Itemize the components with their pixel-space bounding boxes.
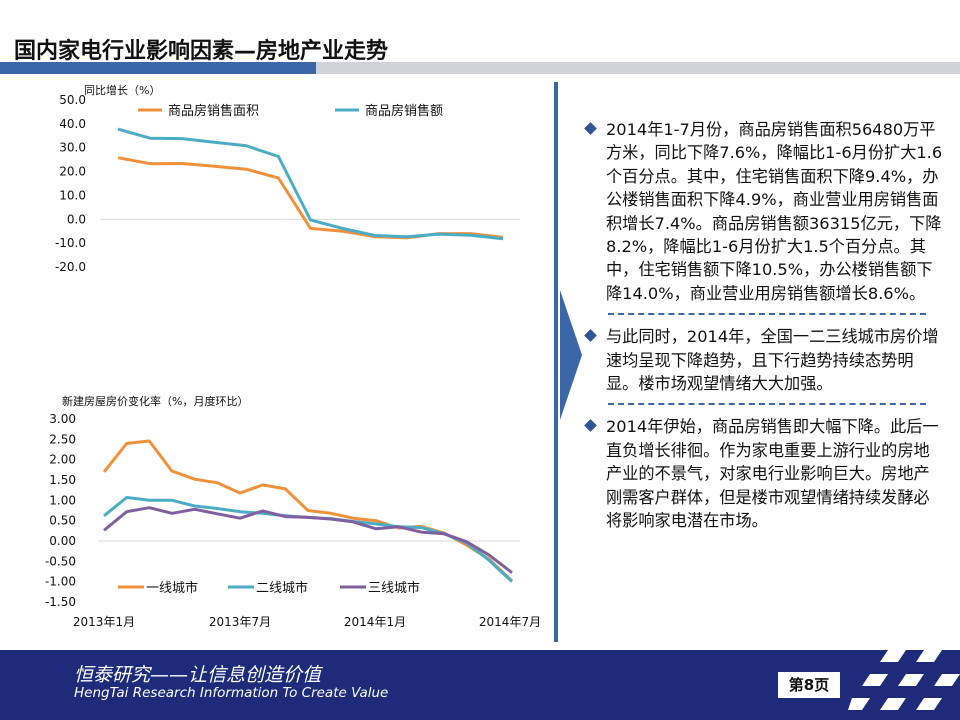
x-tick-label: 2013年7月 xyxy=(209,615,271,629)
diamond-bullet-icon xyxy=(584,329,597,343)
y-tick-label: -10.0 xyxy=(55,236,86,250)
y-tick-label: 0.50 xyxy=(49,514,76,528)
diamond-bullet-icon xyxy=(584,419,597,433)
vertical-divider xyxy=(554,82,558,642)
y-tick-label: 50.0 xyxy=(59,93,86,107)
x-tick-label: 2014年7月 xyxy=(479,615,541,629)
x-tick-label: 2014年1月 xyxy=(344,615,406,629)
y-tick-label: -0.50 xyxy=(45,554,76,568)
legend-label: 三线城市 xyxy=(368,580,420,596)
y-tick-label: 0.0 xyxy=(67,212,86,226)
legend-label: 二线城市 xyxy=(256,580,308,596)
y-axis-label: 同比增长（%） xyxy=(84,83,160,97)
chart-title: 新建房屋房价变化率（%，月度环比） xyxy=(62,394,248,408)
y-tick-label: 3.00 xyxy=(49,412,76,426)
y-tick-label: 1.00 xyxy=(49,493,76,507)
dashed-separator xyxy=(608,313,926,316)
y-tick-label: 10.0 xyxy=(59,188,86,202)
bullet-text: 2014年伊始，商品房销售即大幅下降。此后一直负增长徘徊。作为家电重要上游行业的… xyxy=(606,417,939,531)
diamond-bullet-icon xyxy=(584,122,597,135)
commentary-panel: 2014年1-7月份，商品房销售面积56480万平方米，同比下降7.6%，降幅比… xyxy=(580,118,945,533)
page-number: 第8页 xyxy=(778,672,840,698)
series-line xyxy=(103,506,513,574)
y-tick-label: 20.0 xyxy=(59,165,86,179)
y-tick-label: 1.50 xyxy=(49,473,76,487)
y-tick-label: -1.00 xyxy=(45,575,76,589)
y-tick-label: -1.50 xyxy=(45,595,76,609)
legend-label: 一线城市 xyxy=(146,580,198,596)
series-line xyxy=(117,127,504,241)
y-tick-label: 30.0 xyxy=(59,141,86,155)
bullet-item: 2014年伊始，商品房销售即大幅下降。此后一直负增长徘徊。作为家电重要上游行业的… xyxy=(580,415,945,532)
bullet-item: 2014年1-7月份，商品房销售面积56480万平方米，同比下降7.6%，降幅比… xyxy=(580,118,945,305)
sales-growth-line-chart: 同比增长（%）50.0 40.0 30.0 20.0 10.0 0.0 -10.0 -20.0… xyxy=(55,83,520,274)
x-tick-label: 2013年1月 xyxy=(73,615,135,629)
legend-label: 商品房销售额 xyxy=(365,103,443,119)
title-underline-bar xyxy=(316,62,960,74)
footer-slogan-en: HengTai Research Information To Create V… xyxy=(74,685,389,701)
checker-pattern-logo xyxy=(848,650,960,710)
bullet-text: 与此同时，2014年，全国一二三线城市房价增速均呈现下降趋势，且下行趋势持续态势… xyxy=(606,327,939,394)
chevron-right-icon xyxy=(560,290,582,420)
bullet-text: 2014年1-7月份，商品房销售面积56480万平方米，同比下降7.6%，降幅比… xyxy=(606,120,943,303)
page-title: 国内家电行业影响因素—房地产业走势 xyxy=(14,39,389,64)
dashed-separator xyxy=(608,403,926,406)
y-tick-label: 2.00 xyxy=(49,453,76,467)
title-underline-accent xyxy=(0,62,316,74)
legend-label: 商品房销售面积 xyxy=(168,103,259,119)
y-tick-label: -20.0 xyxy=(55,260,86,274)
y-tick-label: 2.50 xyxy=(49,432,76,446)
bullet-item: 与此同时，2014年，全国一二三线城市房价增速均呈现下降趋势，且下行趋势持续态势… xyxy=(580,325,945,395)
y-tick-label: 40.0 xyxy=(59,117,86,131)
footer-slogan-cn: 恒泰研究——让信息创造价值 xyxy=(74,664,322,686)
house-price-change-line-chart: 新建房屋房价变化率（%，月度环比） 3.00 2.50 2.00 1.50 1.00 0.5… xyxy=(45,394,541,629)
y-tick-label: 0.00 xyxy=(49,534,76,548)
